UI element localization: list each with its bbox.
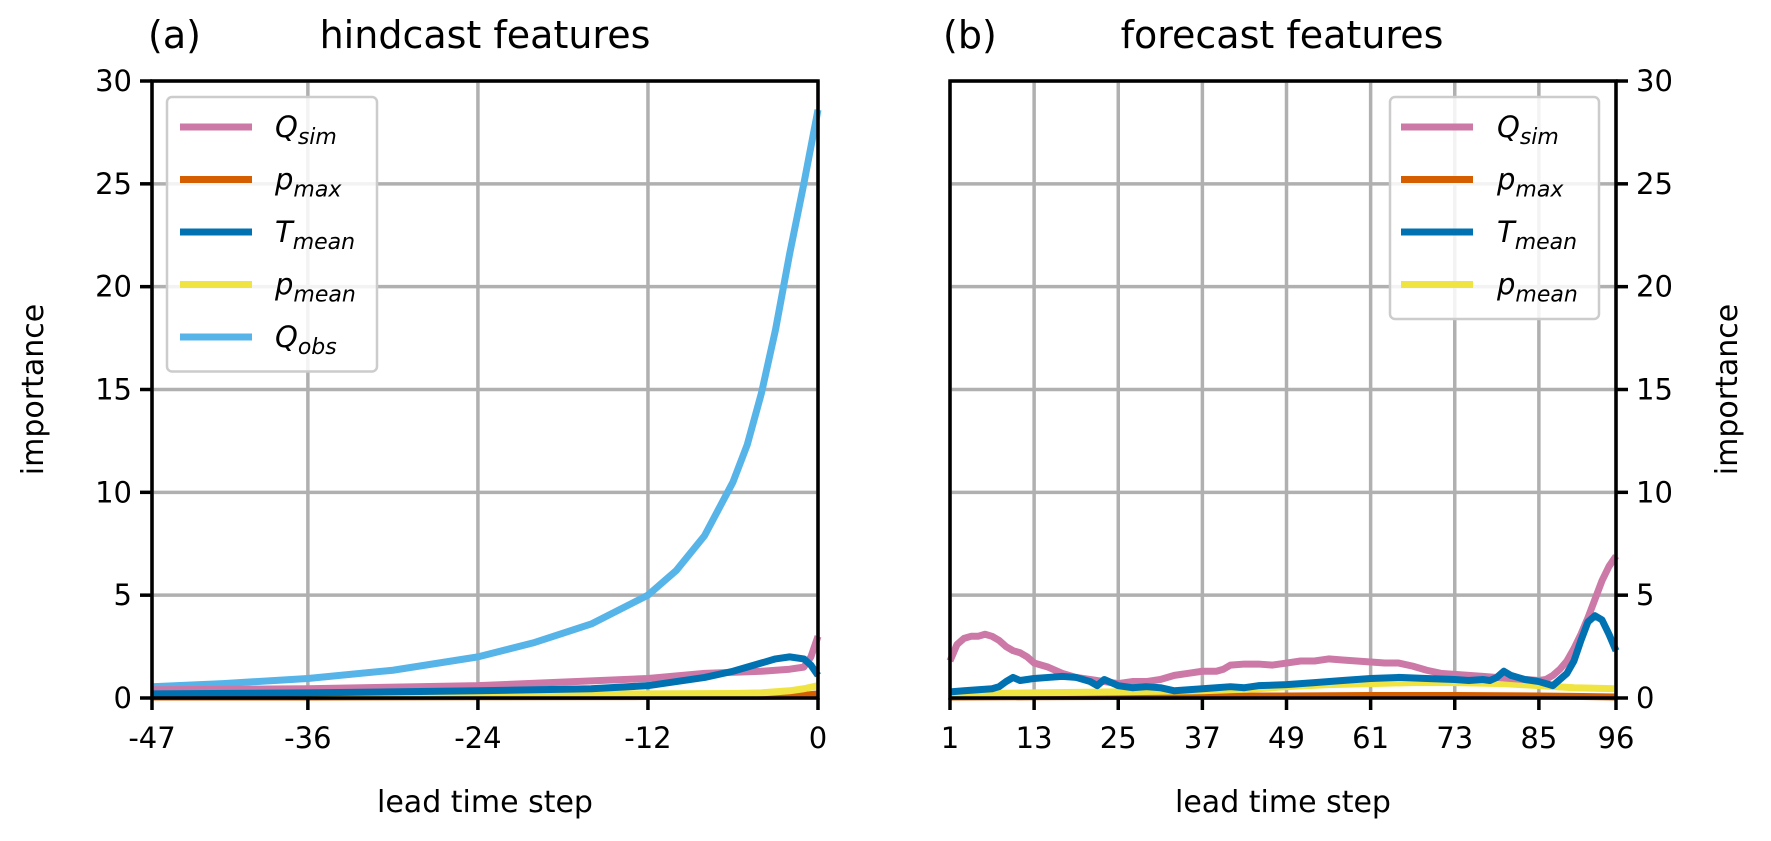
x-tick-label: 37	[1184, 721, 1221, 755]
x-tick-label: 1	[941, 721, 959, 755]
y-tick-label: 0	[114, 681, 132, 715]
legend-label: Qobs	[275, 320, 337, 360]
x-axis-label: lead time step	[1175, 785, 1391, 820]
legend-label: Qsim	[275, 110, 337, 150]
y-tick-label: 10	[1636, 475, 1673, 509]
x-tick-label: 61	[1352, 721, 1389, 755]
x-tick-label: 96	[1598, 721, 1635, 755]
series-line-q-obs	[151, 109, 822, 691]
legend: Qsim pmax Tmean pmean Qobs	[165, 95, 379, 373]
y-tick-label: 5	[114, 578, 132, 612]
legend-label: pmax	[274, 163, 342, 203]
x-axis-label: lead time step	[377, 785, 593, 820]
x-tick-label: 85	[1520, 721, 1557, 755]
y-tick-label: 25	[1636, 167, 1673, 201]
y-tick-label: 20	[1636, 270, 1673, 304]
series-line-t-mean	[151, 653, 821, 698]
legend-label: pmean	[274, 268, 356, 308]
x-tick-label: -24	[454, 721, 501, 755]
panel-label: (b)	[943, 13, 997, 57]
x-tick-label: 73	[1436, 721, 1473, 755]
panel-label: (a)	[148, 13, 201, 57]
x-tick-label: -47	[128, 721, 175, 755]
x-tick-label: 0	[809, 721, 827, 755]
legend-box	[1388, 95, 1601, 321]
legend-box	[165, 95, 379, 373]
y-axis-label: importance	[16, 304, 51, 475]
legend-label: pmean	[1496, 268, 1578, 308]
panel-title: hindcast features	[320, 13, 651, 57]
x-tick-label: 25	[1100, 721, 1137, 755]
legend-label: pmax	[1496, 163, 1564, 203]
legend: Qsim pmax Tmean pmean	[1388, 95, 1601, 321]
series-line-q-sim	[946, 554, 1619, 688]
legend-label: Tmean	[1497, 215, 1577, 255]
series-line-p-mean	[949, 679, 1617, 698]
panel-title: forecast features	[1121, 13, 1444, 57]
y-tick-label: 20	[95, 270, 132, 304]
y-tick-label: 30	[95, 64, 132, 98]
x-tick-label: -36	[284, 721, 331, 755]
legend-label: Tmean	[275, 215, 355, 255]
x-tick-label: 13	[1016, 721, 1053, 755]
y-tick-label: 5	[1636, 578, 1654, 612]
y-tick-label: 0	[1636, 681, 1654, 715]
series-line-t-mean	[949, 612, 1620, 696]
panel-hindcast: -47 -36 -24 -12 0 0 5 10 15 20 25 30 lead time step i…	[16, 13, 827, 820]
y-tick-label: 25	[95, 167, 132, 201]
x-tick-label: 49	[1268, 721, 1305, 755]
legend-label: Qsim	[1497, 110, 1559, 150]
x-tick-label: -12	[624, 721, 671, 755]
y-tick-label: 15	[95, 373, 132, 407]
panel-forecast: 1 13 25 37 49 61 73 85 960 5 10 15 20 25 30 lead time s…	[941, 13, 1745, 820]
y-tick-label: 15	[1636, 373, 1673, 407]
y-axis-label: importance	[1710, 304, 1745, 475]
y-tick-label: 10	[95, 475, 132, 509]
y-tick-label: 30	[1636, 64, 1673, 98]
